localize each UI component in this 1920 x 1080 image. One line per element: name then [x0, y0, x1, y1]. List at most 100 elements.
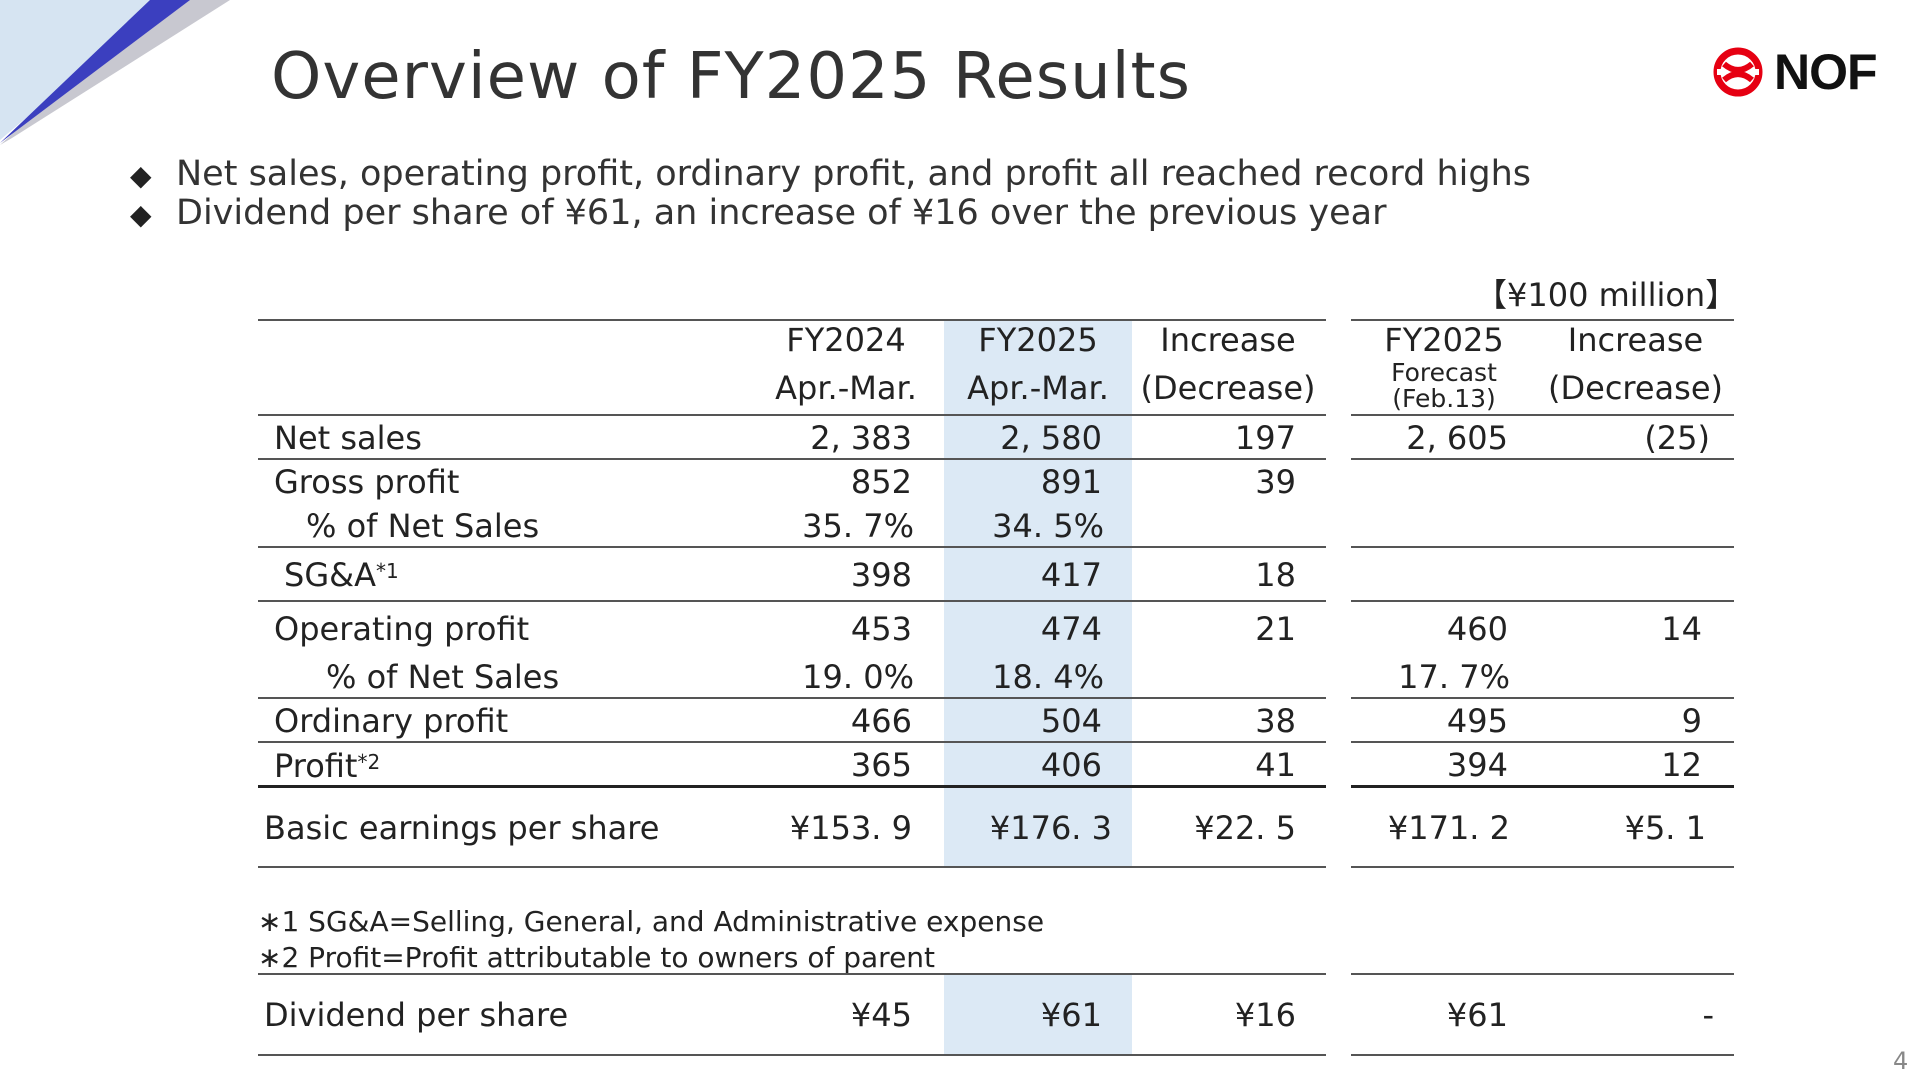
footnote-mark: *2: [357, 750, 381, 774]
header-fy2025-year: FY2025: [978, 321, 1098, 359]
cell-profit-increase: 41: [1255, 746, 1296, 784]
cell-gross-margin-fy2025: 34. 5%: [992, 507, 1104, 545]
diamond-bullet-icon: ◆: [130, 198, 152, 231]
table-rule: [258, 319, 1326, 321]
row-label-dividend: Dividend per share: [264, 996, 569, 1034]
table-rule: [258, 741, 1326, 743]
cell-sga-fy2024: 398: [850, 556, 912, 594]
cell-ordinary-profit-forecast: 495: [1446, 702, 1508, 740]
cell-profit-vs-forecast: 12: [1661, 746, 1702, 784]
summary-bullets: ◆ Net sales, operating profit, ordinary p…: [130, 155, 1531, 233]
row-label-gross-profit: Gross profit: [274, 463, 460, 501]
row-label-sga: SG&A*1: [284, 556, 399, 594]
fy2025-highlight-band-dividend: [944, 975, 1132, 1055]
corner-decoration: [0, 0, 230, 145]
cell-operating-margin-fy2025: 18. 4%: [992, 658, 1104, 696]
header-increase-sub: (Decrease): [1140, 369, 1316, 407]
cell-operating-profit-increase: 21: [1255, 610, 1296, 648]
cell-net-sales-vs-forecast: (25): [1644, 419, 1710, 457]
cell-sga-increase: 18: [1255, 556, 1296, 594]
cell-dividend-fy2024: ¥45: [850, 996, 912, 1034]
table-rule: [1351, 319, 1734, 321]
table-rule: [1351, 600, 1734, 602]
bullet-item: ◆ Net sales, operating profit, ordinary p…: [130, 154, 1532, 194]
cell-gross-profit-fy2025: 891: [1040, 463, 1102, 501]
cell-operating-profit-fy2024: 453: [850, 610, 912, 648]
row-label-profit: Profit*2: [274, 747, 381, 785]
cell-ordinary-profit-fy2025: 504: [1040, 702, 1102, 740]
cell-eps-forecast: ¥171. 2: [1387, 809, 1510, 847]
cell-profit-fy2024: 365: [850, 746, 912, 784]
diamond-bullet-icon: ◆: [130, 159, 152, 192]
cell-eps-increase: ¥22. 5: [1194, 809, 1296, 847]
cell-net-sales-forecast: 2, 605: [1406, 419, 1508, 457]
cell-profit-fy2025: 406: [1040, 746, 1102, 784]
header-vs-forecast: Increase: [1567, 321, 1704, 359]
cell-operating-margin-forecast: 17. 7%: [1398, 658, 1510, 696]
cell-ordinary-profit-increase: 38: [1255, 702, 1296, 740]
header-fy2025-period: Apr.-Mar.: [967, 369, 1109, 407]
header-increase: Increase: [1160, 321, 1296, 359]
table-rule: [258, 414, 1326, 416]
logo-text: NOF: [1774, 44, 1878, 100]
fy2025-highlight-band: [944, 320, 1132, 868]
unit-label: 【¥100 million】: [1475, 276, 1738, 314]
cell-dividend-forecast: ¥61: [1446, 996, 1508, 1034]
table-rule: [1351, 741, 1734, 743]
company-logo: NOF: [1712, 42, 1882, 102]
cell-dividend-increase: ¥16: [1234, 996, 1296, 1034]
page-number: 4: [1893, 1047, 1909, 1075]
table-rule: [258, 600, 1326, 602]
header-fy2024-period: Apr.-Mar.: [775, 369, 917, 407]
table-rule: [258, 458, 1326, 460]
page-title: Overview of FY2025 Results: [271, 40, 1191, 114]
row-label-operating-profit: Operating profit: [274, 610, 530, 648]
table-rule: [258, 546, 1326, 548]
cell-operating-profit-vs-forecast: 14: [1661, 610, 1702, 648]
table-rule: [1351, 1054, 1734, 1056]
header-forecast-year: FY2025: [1384, 321, 1504, 359]
table-rule: [1351, 973, 1734, 975]
cell-operating-margin-fy2024: 19. 0%: [802, 658, 914, 696]
row-label-net-sales: Net sales: [274, 419, 422, 457]
row-label-gross-margin: % of Net Sales: [306, 507, 540, 545]
row-label-operating-margin: % of Net Sales: [326, 658, 560, 696]
cell-gross-profit-fy2024: 852: [850, 463, 912, 501]
cell-profit-forecast: 394: [1446, 746, 1508, 784]
header-forecast-date: (Feb.13): [1392, 384, 1496, 413]
header-vs-forecast-sub: (Decrease): [1548, 369, 1723, 407]
cell-operating-profit-forecast: 460: [1446, 610, 1508, 648]
cell-eps-vs-forecast: ¥5. 1: [1624, 809, 1706, 847]
cell-net-sales-fy2024: 2, 383: [810, 419, 912, 457]
row-label-ordinary-profit: Ordinary profit: [274, 702, 509, 740]
bullet-item: ◆ Dividend per share of ¥61, an increase …: [130, 193, 1387, 233]
table-rule: [1351, 785, 1734, 788]
cell-gross-margin-fy2024: 35. 7%: [802, 507, 914, 545]
table-rule: [1351, 414, 1734, 416]
cell-net-sales-increase: 197: [1234, 419, 1296, 457]
cell-eps-fy2025: ¥176. 3: [989, 809, 1112, 847]
table-rule: [258, 973, 1326, 975]
footnote-2: ∗2 Profit=Profit attributable to owners …: [258, 941, 936, 974]
footnote-mark: *1: [375, 559, 399, 583]
header-forecast-label: Forecast: [1391, 358, 1497, 387]
header-fy2024-year: FY2024: [786, 321, 906, 359]
table-rule: [1351, 546, 1734, 548]
cell-eps-fy2024: ¥153. 9: [789, 809, 912, 847]
cell-net-sales-fy2025: 2, 580: [1000, 419, 1102, 457]
cell-dividend-fy2025: ¥61: [1040, 996, 1102, 1034]
row-label-eps: Basic earnings per share: [264, 809, 660, 847]
cell-ordinary-profit-vs-forecast: 9: [1681, 702, 1702, 740]
table-rule: [1351, 866, 1734, 868]
nof-logo-icon: [1713, 47, 1763, 97]
table-rule: [1351, 458, 1734, 460]
cell-dividend-vs-forecast: -: [1702, 996, 1714, 1034]
cell-gross-profit-increase: 39: [1255, 463, 1296, 501]
table-rule: [258, 697, 1326, 699]
footnote-1: ∗1 SG&A=Selling, General, and Administra…: [258, 905, 1045, 938]
table-rule: [258, 866, 1326, 868]
table-rule: [258, 1054, 1326, 1056]
cell-operating-profit-fy2025: 474: [1040, 610, 1102, 648]
cell-sga-fy2025: 417: [1040, 556, 1102, 594]
table-rule: [258, 785, 1326, 788]
